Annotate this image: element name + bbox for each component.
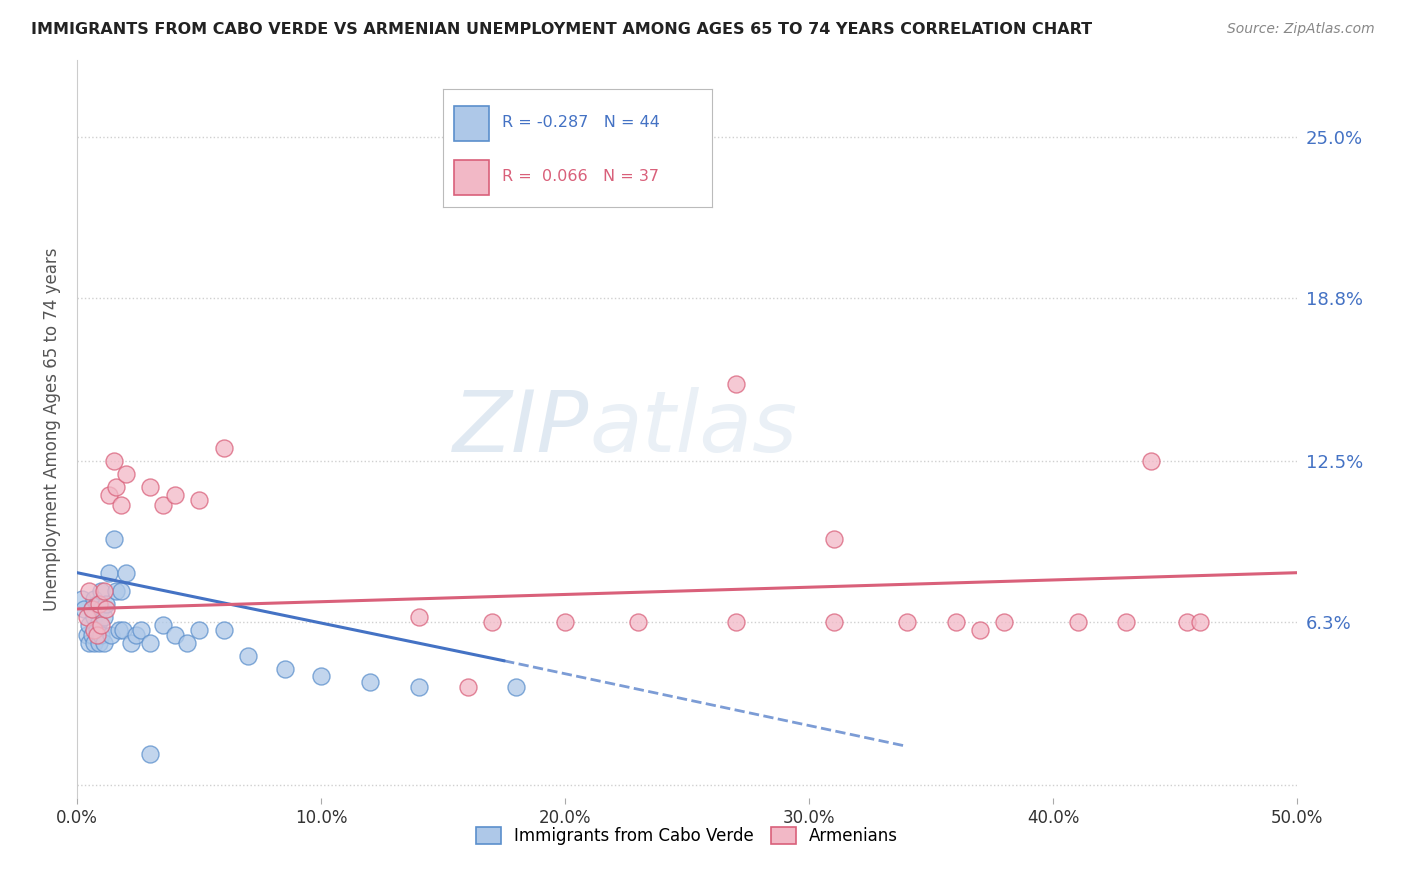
Point xyxy=(188,623,211,637)
Point xyxy=(93,583,115,598)
Point xyxy=(83,623,105,637)
Point xyxy=(76,609,98,624)
Point xyxy=(96,597,118,611)
Point xyxy=(83,609,105,624)
Point xyxy=(86,597,108,611)
Point xyxy=(79,635,101,649)
Point xyxy=(359,674,381,689)
Point xyxy=(457,680,479,694)
Point xyxy=(896,615,918,629)
Point xyxy=(70,591,93,606)
Point xyxy=(79,583,101,598)
Point xyxy=(105,583,128,598)
Point xyxy=(90,583,112,598)
Point xyxy=(139,747,162,761)
Point xyxy=(129,623,152,637)
Point xyxy=(163,488,186,502)
Point xyxy=(103,532,125,546)
Point xyxy=(1177,615,1199,629)
Point xyxy=(176,635,198,649)
Y-axis label: Unemployment Among Ages 65 to 74 years: Unemployment Among Ages 65 to 74 years xyxy=(44,247,60,611)
Point xyxy=(86,628,108,642)
Point xyxy=(83,635,105,649)
Point xyxy=(212,442,235,456)
Point xyxy=(100,628,122,642)
Point xyxy=(1140,454,1163,468)
Point xyxy=(103,454,125,468)
Point xyxy=(273,662,295,676)
Point xyxy=(112,623,135,637)
Point xyxy=(724,615,747,629)
Point xyxy=(96,602,118,616)
Text: IMMIGRANTS FROM CABO VERDE VS ARMENIAN UNEMPLOYMENT AMONG AGES 65 TO 74 YEARS CO: IMMIGRANTS FROM CABO VERDE VS ARMENIAN U… xyxy=(31,22,1092,37)
Point xyxy=(110,583,132,598)
Point xyxy=(90,628,112,642)
Point xyxy=(79,617,101,632)
Point xyxy=(1066,615,1088,629)
Point xyxy=(823,615,845,629)
Point xyxy=(1188,615,1211,629)
Point xyxy=(107,623,129,637)
Point xyxy=(554,615,576,629)
Text: atlas: atlas xyxy=(589,387,797,470)
Point xyxy=(481,615,503,629)
Point xyxy=(87,635,110,649)
Point xyxy=(115,467,138,482)
Point xyxy=(93,609,115,624)
Point xyxy=(76,628,98,642)
Point xyxy=(87,615,110,629)
Point xyxy=(188,493,211,508)
Point xyxy=(97,566,120,580)
Point xyxy=(969,623,991,637)
Point xyxy=(120,635,142,649)
Point xyxy=(115,566,138,580)
Point xyxy=(627,615,650,629)
Text: Source: ZipAtlas.com: Source: ZipAtlas.com xyxy=(1227,22,1375,37)
Point xyxy=(139,480,162,494)
Point xyxy=(408,680,430,694)
Point xyxy=(80,602,103,616)
Legend: Immigrants from Cabo Verde, Armenians: Immigrants from Cabo Verde, Armenians xyxy=(477,827,898,846)
Point xyxy=(993,615,1015,629)
Text: ZIP: ZIP xyxy=(453,387,589,470)
Point xyxy=(73,602,96,616)
Point xyxy=(90,602,112,616)
Point xyxy=(139,635,162,649)
Point xyxy=(83,591,105,606)
Point xyxy=(80,602,103,616)
Point xyxy=(124,628,146,642)
Point xyxy=(93,635,115,649)
Point xyxy=(86,623,108,637)
Point xyxy=(212,623,235,637)
Point xyxy=(823,532,845,546)
Point xyxy=(90,617,112,632)
Point xyxy=(945,615,967,629)
Point xyxy=(152,617,174,632)
Point xyxy=(505,680,527,694)
Point xyxy=(110,498,132,512)
Point xyxy=(163,628,186,642)
Point xyxy=(236,648,259,663)
Point xyxy=(87,597,110,611)
Point xyxy=(80,628,103,642)
Point xyxy=(152,498,174,512)
Point xyxy=(724,376,747,391)
Point xyxy=(309,669,332,683)
Point xyxy=(105,480,128,494)
Point xyxy=(1115,615,1137,629)
Point xyxy=(97,488,120,502)
Point xyxy=(408,609,430,624)
